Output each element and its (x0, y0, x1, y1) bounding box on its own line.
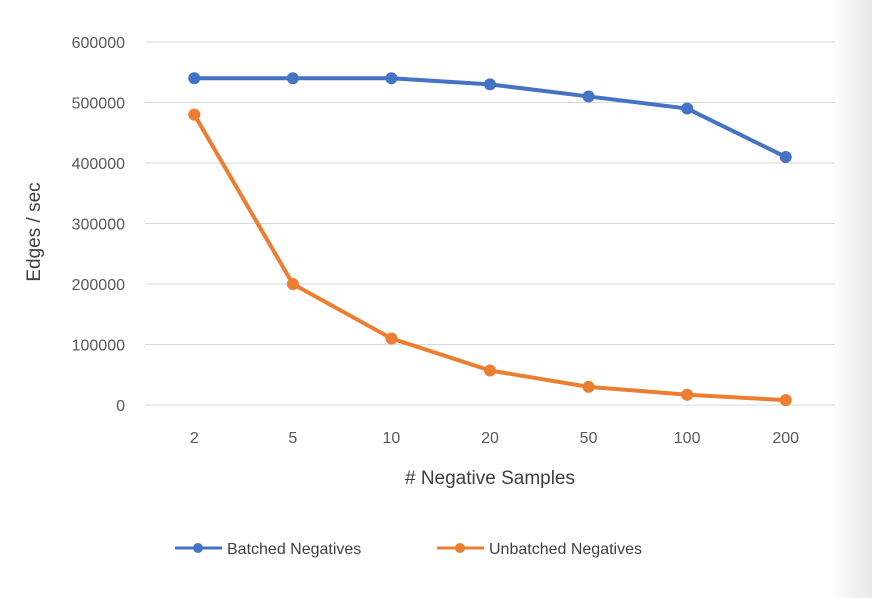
legend-item-unbatched: Unbatched Negatives (437, 541, 642, 558)
data-point-batched-2 (188, 72, 201, 85)
data-point-unbatched-200 (779, 394, 792, 407)
data-point-batched-200 (779, 150, 792, 163)
legend-swatch-unbatched-marker (455, 543, 465, 553)
x-tick-label-10: 10 (383, 430, 401, 447)
data-point-batched-10 (385, 72, 398, 85)
series-layer (188, 72, 792, 407)
y-tick-label-400000: 400000 (72, 156, 125, 173)
x-axis-tick-labels: 2 5 10 20 50 100 200 (190, 430, 799, 447)
x-tick-label-5: 5 (288, 430, 297, 447)
y-tick-label-600000: 600000 (72, 35, 125, 52)
series-unbatched (188, 108, 792, 407)
x-tick-label-2: 2 (190, 430, 199, 447)
series-batched (188, 72, 792, 163)
gridlines (145, 41, 835, 406)
x-tick-label-200: 200 (772, 430, 799, 447)
data-point-batched-100 (681, 102, 694, 115)
y-tick-label-300000: 300000 (72, 217, 125, 234)
data-point-unbatched-10 (385, 332, 398, 345)
data-point-unbatched-5 (286, 278, 299, 290)
x-tick-label-100: 100 (674, 430, 701, 447)
legend-item-batched: Batched Negatives (175, 541, 361, 558)
data-point-unbatched-100 (681, 388, 694, 401)
legend-swatch-batched-marker (193, 543, 203, 553)
data-point-unbatched-20 (484, 364, 496, 377)
x-tick-label-20: 20 (481, 430, 499, 447)
y-tick-label-0: 0 (116, 398, 125, 415)
data-point-batched-5 (286, 72, 299, 85)
x-axis-title: # Negative Samples (405, 468, 575, 489)
legend: Batched Negatives Unbatched Negatives (175, 541, 642, 558)
series-line-unbatched (192, 112, 788, 403)
y-axis-tick-labels: 0 100000 200000 300000 400000 500000 600000 (72, 35, 125, 415)
y-tick-label-500000: 500000 (72, 96, 125, 113)
y-tick-label-100000: 100000 (72, 338, 125, 355)
x-tick-label-50: 50 (580, 430, 598, 447)
data-point-batched-50 (582, 90, 595, 103)
data-point-unbatched-2 (188, 108, 201, 121)
legend-label-unbatched: Unbatched Negatives (489, 541, 642, 558)
y-tick-label-200000: 200000 (72, 277, 125, 294)
data-point-unbatched-50 (582, 380, 595, 393)
y-axis-title: Edges / sec (24, 182, 45, 281)
page-edge-shadow (832, 0, 872, 598)
legend-label-batched: Batched Negatives (227, 541, 361, 558)
data-point-batched-20 (484, 78, 496, 91)
